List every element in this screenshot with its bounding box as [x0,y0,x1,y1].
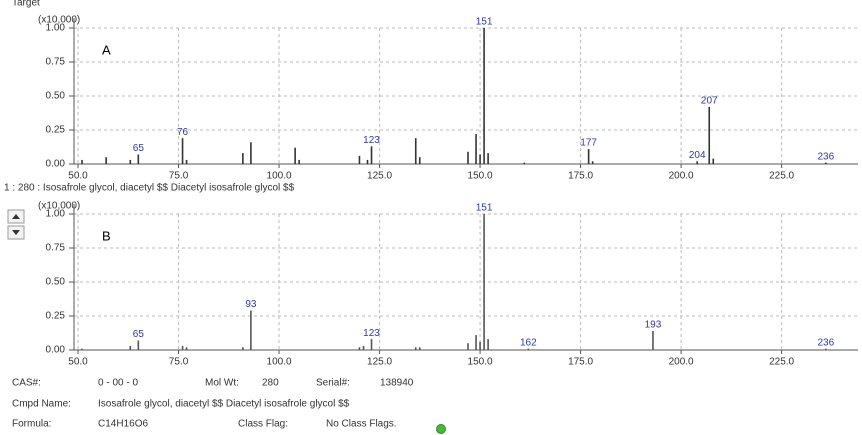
y-tick-label: 1.00 [46,23,66,34]
x-tick-label: 50.0 [68,171,88,182]
peak-label: 123 [363,328,380,339]
y-scale-label: (x10,000) [38,15,80,26]
peak-label: 162 [520,337,537,348]
status-dot [436,424,446,434]
y-tick-label: 0.75 [46,57,66,68]
info-label: Cmpd Name: [12,399,71,410]
info-label: Formula: [12,419,51,430]
info-value: 138940 [380,378,414,389]
info-value: 0 - 00 - 0 [98,378,138,389]
x-tick-label: 50.0 [68,357,88,368]
x-tick-label: 125.0 [367,171,392,182]
info-value: 280 [262,378,279,389]
info-value: No Class Flags. [326,419,397,430]
peak-label: 151 [476,17,493,28]
peak-label: 193 [645,320,662,331]
peak-label: 76 [177,127,189,138]
y-scale-label: (x10,000) [38,201,80,212]
info-value: Isosafrole glycol, diacetyl $$ Diacetyl … [98,399,350,410]
info-value: C14H16O6 [98,419,148,430]
peak-label: 207 [701,96,718,107]
x-tick-label: 175.0 [568,357,593,368]
x-tick-label: 100.0 [267,357,292,368]
info-label: Class Flag: [238,419,288,430]
scroll-up[interactable] [7,209,25,224]
peak-label: 236 [817,151,834,162]
y-tick-label: 0.25 [46,125,66,136]
peak-label: 151 [476,203,493,214]
x-tick-label: 200.0 [669,171,694,182]
peak-label: 204 [689,150,706,161]
y-tick-label: 0.00 [46,345,66,356]
hit-title: 1 : 280 : Isosafrole glycol, diacetyl $$… [4,183,295,194]
x-tick-label: 150.0 [468,171,493,182]
peak-label: 65 [133,143,145,154]
x-tick-label: 225.0 [769,357,794,368]
info-label: Mol Wt: [205,378,239,389]
peak-label: 65 [133,329,145,340]
y-tick-label: 0.00 [46,159,66,170]
y-tick-label: 0.50 [46,277,66,288]
y-tick-label: 0.50 [46,91,66,102]
up-arrow [12,214,20,219]
down-arrow [12,230,20,235]
x-tick-label: 225.0 [769,171,794,182]
peak-label: 123 [363,135,380,146]
chart-title: B [102,228,111,243]
peak-label: 236 [817,337,834,348]
y-tick-label: 0.75 [46,243,66,254]
x-tick-label: 200.0 [669,357,694,368]
x-tick-label: 75.0 [169,357,189,368]
x-tick-label: 175.0 [568,171,593,182]
x-tick-label: 125.0 [367,357,392,368]
peak-label: 177 [580,138,597,149]
info-label: CAS#: [12,378,41,389]
chart-title: A [102,42,111,57]
info-label: Serial#: [316,378,350,389]
x-tick-label: 100.0 [267,171,292,182]
y-tick-label: 1.00 [46,209,66,220]
y-tick-label: 0.25 [46,311,66,322]
x-tick-label: 75.0 [169,171,189,182]
scroll-down[interactable] [7,225,25,240]
x-tick-label: 150.0 [468,357,493,368]
header: Target [12,0,40,9]
peak-label: 93 [245,299,257,310]
